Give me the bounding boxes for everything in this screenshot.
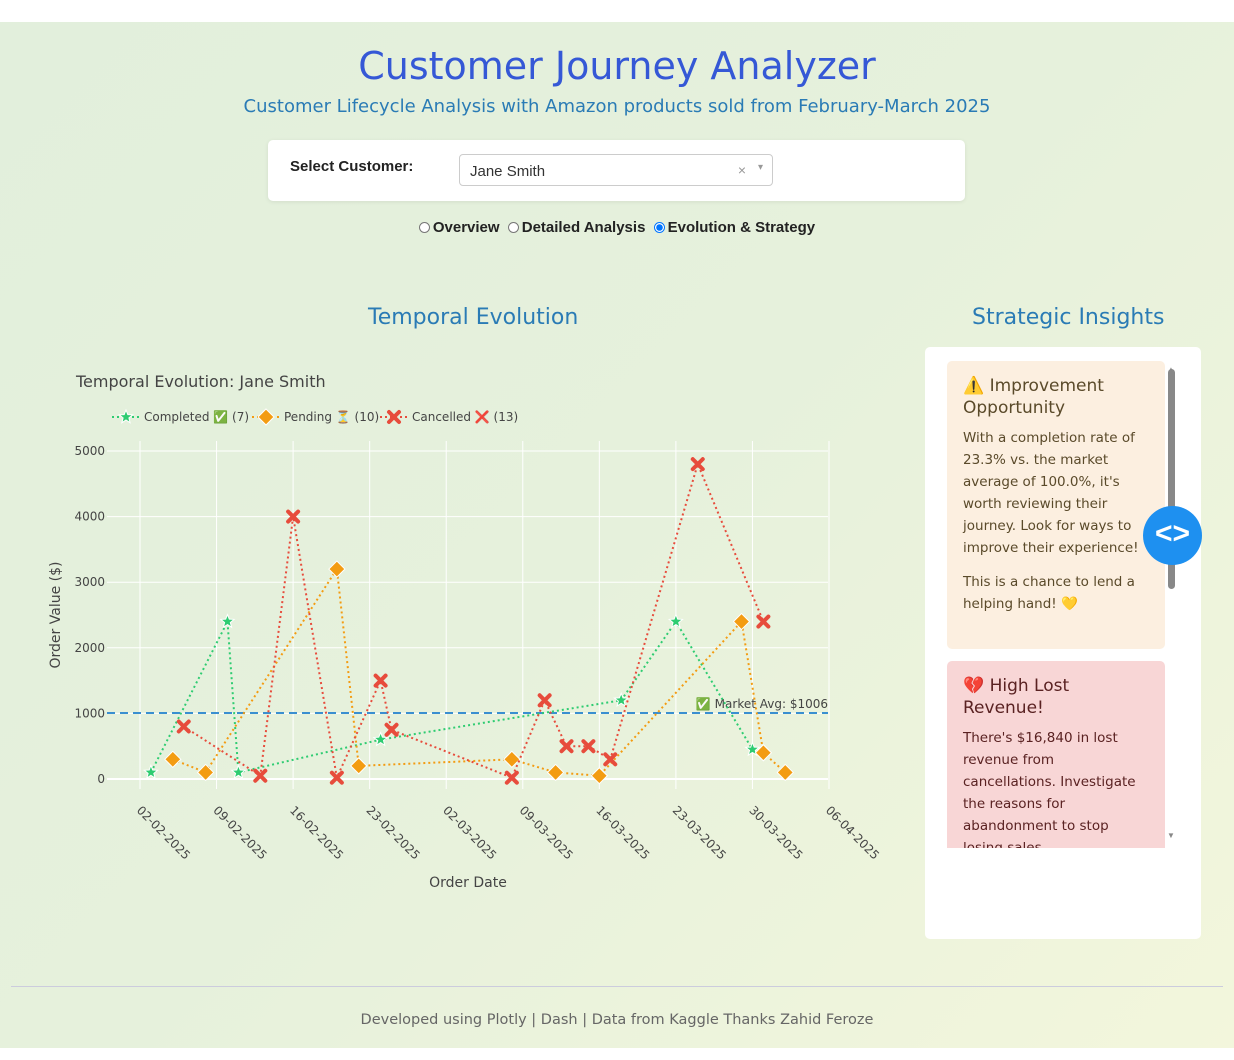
radio-input-evolution[interactable] [653, 222, 665, 233]
radio-overview[interactable]: Overview [418, 219, 500, 236]
data-point [373, 673, 388, 688]
data-point [559, 739, 574, 754]
series-line-0 [150, 617, 754, 774]
radio-detailed-analysis[interactable]: Detailed Analysis [507, 219, 646, 236]
y-tick-label: 2000 [74, 641, 105, 655]
data-point [744, 741, 761, 757]
legend-label: Cancelled ❌ (13) [412, 410, 518, 424]
insight-text: There's $16,840 in lost revenue from can… [963, 730, 1136, 848]
data-point [776, 763, 794, 782]
data-point [754, 744, 773, 762]
insight-title: High Lost Revenue! [963, 676, 1070, 718]
insight-card-improvement: ⚠️ Improvement Opportunity With a comple… [947, 361, 1165, 649]
data-point [503, 750, 521, 769]
data-point [603, 752, 618, 767]
page-title: Customer Journey Analyzer [358, 44, 876, 88]
data-point [164, 750, 182, 769]
x-axis-title: Order Date [429, 875, 507, 891]
scrollbar-thumb[interactable] [1168, 369, 1175, 589]
legend-label: Completed ✅ (7) [144, 410, 249, 424]
data-point [196, 763, 215, 782]
data-point [328, 560, 346, 578]
page-subtitle: Customer Lifecycle Analysis with Amazon … [243, 96, 991, 117]
x-tick-label: 09-02-2025 [210, 803, 269, 862]
data-point [756, 614, 771, 629]
insight-card-lost-revenue: 💔 High Lost Revenue! There's $16,840 in … [947, 661, 1165, 848]
series-line-1 [172, 566, 786, 777]
temporal-evolution-heading: Temporal Evolution [368, 305, 579, 330]
x-tick-label: 02-02-2025 [134, 803, 193, 862]
data-point [329, 770, 344, 785]
x-tick-label: 30-03-2025 [746, 803, 805, 862]
chevron-down-icon[interactable]: ▾ [757, 162, 763, 173]
y-tick-label: 3000 [74, 575, 105, 589]
footer-text: Developed using Plotly | Dash | Data fro… [360, 1012, 874, 1028]
y-tick-label: 4000 [74, 510, 105, 524]
data-point [613, 691, 630, 708]
market-average-label: ✅ Market Avg: $1006 [696, 697, 828, 711]
y-tick-label: 0 [97, 772, 105, 786]
legend-marker [117, 408, 135, 424]
radio-input-overview[interactable] [418, 222, 430, 233]
radio-label: Overview [432, 219, 500, 236]
broken-heart-icon: 💔 [963, 676, 985, 696]
data-point [581, 739, 596, 754]
insight-text: With a completion rate of 23.3% vs. the … [963, 430, 1139, 556]
data-point [142, 763, 159, 780]
legend-label: Pending ⏳ (10) [284, 410, 379, 424]
data-point [667, 613, 684, 629]
x-tick-label: 16-02-2025 [287, 803, 346, 862]
insight-text: This is a chance to lend a helping hand!… [963, 574, 1135, 612]
temporal-evolution-chart[interactable]: 02-02-2025 09-02-2025 16-02-2025 23-02-2025… [40, 370, 900, 900]
customer-dropdown[interactable]: Jane Smith × ▾ [459, 154, 773, 186]
data-point [590, 767, 609, 785]
data-point [504, 770, 519, 785]
y-tick-label: 5000 [74, 444, 105, 458]
radio-evolution-strategy[interactable]: Evolution & Strategy [653, 219, 816, 236]
data-point [384, 722, 399, 737]
x-tick-label: 23-02-2025 [364, 803, 423, 862]
radio-label: Detailed Analysis [521, 219, 646, 236]
insights-panel: ⚠️ Improvement Opportunity With a comple… [925, 347, 1201, 939]
select-customer-label: Select Customer: [290, 158, 414, 175]
x-tick-label: 02-03-2025 [440, 803, 499, 862]
legend-marker [257, 408, 275, 426]
scroll-down-icon[interactable]: ▼ [1167, 831, 1175, 840]
data-point [372, 731, 389, 747]
data-point [176, 719, 191, 734]
warning-icon: ⚠️ [963, 376, 985, 396]
data-point [219, 613, 236, 629]
data-point [230, 763, 247, 780]
code-nav-button[interactable]: <> [1143, 506, 1202, 565]
data-point [546, 763, 565, 782]
view-radio-group: Overview Detailed Analysis Evolution & S… [0, 219, 1234, 236]
customer-selector-card: Select Customer: Jane Smith × ▾ [268, 140, 965, 201]
data-point [537, 693, 552, 708]
insights-scroll-area[interactable]: ⚠️ Improvement Opportunity With a comple… [947, 361, 1165, 848]
data-point [253, 768, 268, 783]
chart-title: Temporal Evolution: Jane Smith [75, 372, 326, 391]
radio-input-detailed[interactable] [507, 222, 519, 233]
footer-divider [11, 986, 1223, 987]
data-point [286, 509, 301, 524]
y-tick-label: 1000 [74, 706, 105, 720]
x-tick-label: 09-03-2025 [517, 803, 576, 862]
strategic-insights-heading: Strategic Insights [972, 305, 1165, 330]
radio-label: Evolution & Strategy [667, 219, 816, 236]
insight-title: Improvement Opportunity [963, 376, 1104, 418]
y-axis-title: Order Value ($) [48, 562, 64, 669]
data-point [690, 457, 705, 472]
x-tick-label: 23-03-2025 [670, 803, 729, 862]
legend-marker [387, 410, 401, 424]
x-tick-label: 06-04-2025 [823, 803, 882, 862]
data-point [350, 757, 368, 775]
x-tick-label: 16-03-2025 [593, 803, 652, 862]
data-point [732, 612, 751, 631]
clear-icon[interactable]: × [737, 162, 746, 178]
selected-customer: Jane Smith [470, 163, 546, 180]
